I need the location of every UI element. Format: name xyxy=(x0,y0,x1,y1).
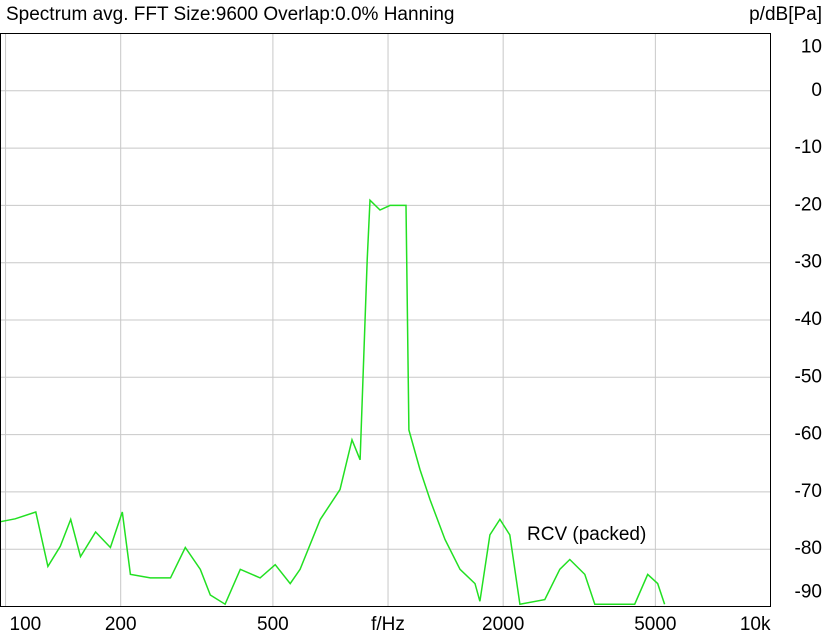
y-tick-label: -70 xyxy=(795,481,822,502)
plot-border xyxy=(0,33,771,607)
plot-area xyxy=(0,33,771,607)
x-tick-label: 10k xyxy=(740,614,771,635)
y-tick-label: -40 xyxy=(795,309,822,330)
x-tick-label: f/Hz xyxy=(371,614,405,635)
x-tick-label: 100 xyxy=(10,614,42,635)
chart-title: Spectrum avg. FFT Size:9600 Overlap:0.0%… xyxy=(6,4,455,25)
spectrum-line xyxy=(0,198,666,606)
y-tick-label: 10 xyxy=(801,37,822,58)
y-tick-label: -90 xyxy=(795,582,822,603)
annotation: RCV (packed) xyxy=(527,524,646,545)
x-tick-label: 500 xyxy=(257,614,289,635)
y-tick-label: -50 xyxy=(795,366,822,387)
y-tick-label: -60 xyxy=(795,424,822,445)
y-tick-label: -10 xyxy=(795,137,822,158)
x-tick-label: 200 xyxy=(105,614,137,635)
y-tick-label: 0 xyxy=(811,80,822,101)
y-tick-label: -80 xyxy=(795,538,822,559)
y-tick-label: -20 xyxy=(795,194,822,215)
x-tick-label: 5000 xyxy=(634,614,676,635)
y-tick-label: -30 xyxy=(795,252,822,273)
x-tick-label: 2000 xyxy=(482,614,524,635)
y-axis-label: p/dB[Pa] xyxy=(749,4,822,25)
